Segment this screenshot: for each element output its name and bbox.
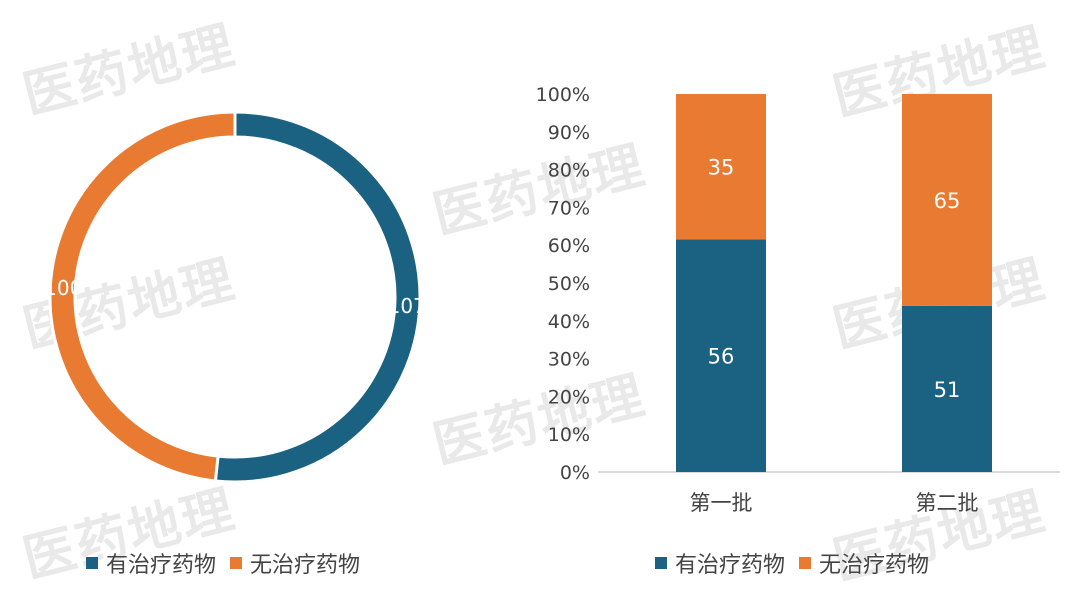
donut-legend: 有治疗药物 无治疗药物 xyxy=(86,547,374,579)
bar-data-label: 51 xyxy=(934,378,961,402)
bar-segment-1-1 xyxy=(902,94,992,306)
bar-data-label: 35 xyxy=(708,156,735,180)
legend-item: 无治疗药物 xyxy=(799,547,929,579)
y-tick-label: 20% xyxy=(548,386,590,408)
bar-data-label: 56 xyxy=(708,345,735,369)
legend-item: 有治疗药物 xyxy=(86,547,216,579)
legend-label: 有治疗药物 xyxy=(675,553,786,578)
bar-segment-1-0 xyxy=(902,305,992,472)
bar-legend: 有治疗药物 无治疗药物 xyxy=(655,547,943,579)
x-tick-label: 第一批 xyxy=(690,491,753,515)
legend-item: 无治疗药物 xyxy=(230,547,360,579)
legend-swatch-blue xyxy=(655,557,667,569)
y-tick-label: 0% xyxy=(560,462,590,484)
donut-slice-1 xyxy=(48,110,237,483)
legend-swatch-blue xyxy=(86,557,98,569)
legend-item: 有治疗药物 xyxy=(655,547,785,579)
x-tick-label: 第二批 xyxy=(916,491,979,515)
y-tick-label: 70% xyxy=(548,197,590,219)
y-tick-label: 50% xyxy=(548,273,590,295)
legend-swatch-orange xyxy=(230,557,243,569)
bar-data-label: 65 xyxy=(934,189,961,213)
donut-data-label: 107 xyxy=(388,294,426,318)
bar-segment-0-1 xyxy=(676,94,766,240)
donut-data-label: 100 xyxy=(44,276,82,300)
legend-label: 无治疗药物 xyxy=(250,553,361,578)
y-tick-label: 40% xyxy=(548,311,590,333)
y-tick-label: 90% xyxy=(548,122,590,144)
donut-chart: 107 100 xyxy=(44,110,426,484)
y-tick-label: 60% xyxy=(548,235,590,257)
legend-label: 无治疗药物 xyxy=(819,553,930,578)
y-tick-label: 10% xyxy=(548,424,590,446)
stacked-bar-chart: 0% 10% 20% 30% 40% 50% 60% 70% 80% 90% 100% 56 35 第一批… xyxy=(536,84,1060,515)
y-tick-label: 100% xyxy=(536,84,590,106)
y-tick-label: 80% xyxy=(548,160,590,182)
legend-swatch-orange xyxy=(799,557,812,569)
y-tick-label: 30% xyxy=(548,349,590,371)
bar-segment-0-0 xyxy=(676,239,766,472)
legend-label: 有治疗药物 xyxy=(106,553,217,578)
